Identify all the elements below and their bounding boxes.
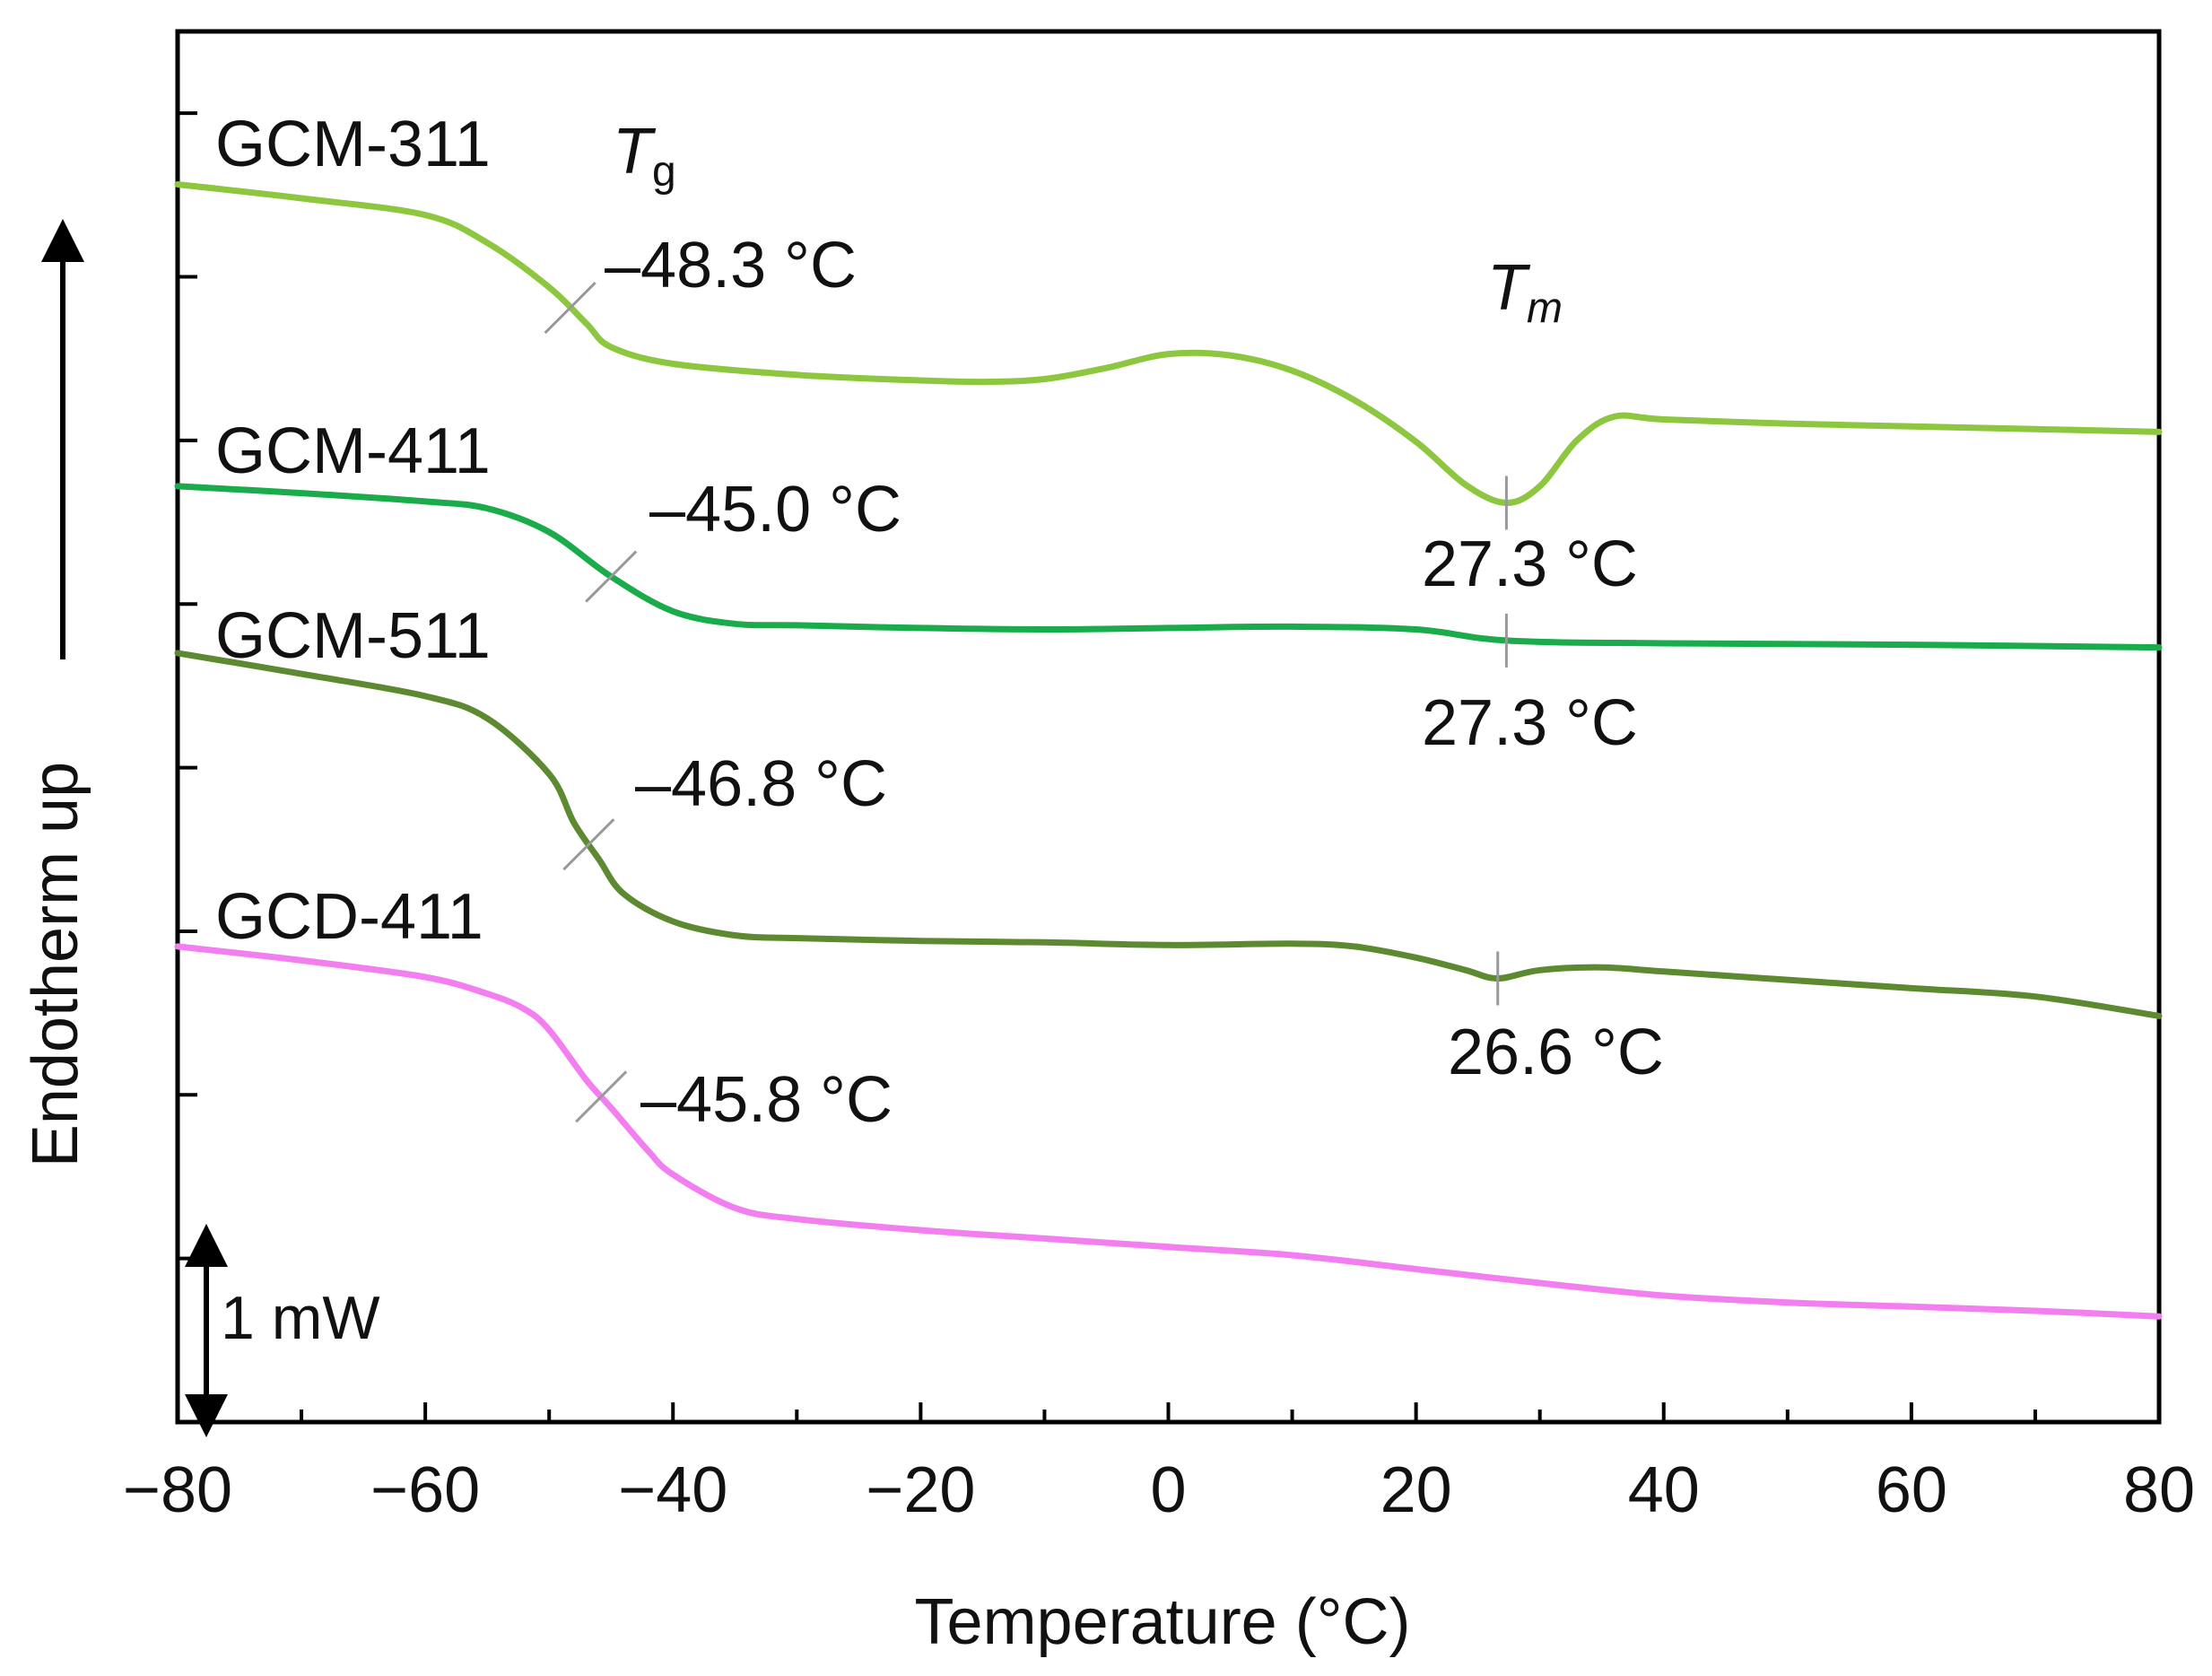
tg-symbol: T <box>613 116 657 188</box>
tg-marker <box>575 1070 628 1123</box>
x-tick-label: −80 <box>123 1454 232 1526</box>
tm-header: Tm <box>1487 252 1563 332</box>
x-tick-label: 60 <box>1876 1454 1947 1526</box>
y-axis-ticks <box>178 111 197 1261</box>
tg-marker <box>544 281 597 335</box>
series-line-gcd-411 <box>174 943 2163 1320</box>
tg-subscript: g <box>652 148 676 196</box>
plot-frame <box>175 29 2162 1425</box>
tg-label-gcm-411: –45.0 °C <box>649 474 901 546</box>
series-label-gcm-311: GCM-311 <box>215 109 491 180</box>
x-tick-label: 40 <box>1628 1454 1700 1526</box>
x-tick-label: −60 <box>370 1454 480 1526</box>
x-axis-title: Temperature (°C) <box>915 1586 1411 1658</box>
tg-label-gcd-411: –45.8 °C <box>640 1064 893 1136</box>
series-label-gcd-411: GCD-411 <box>215 881 483 953</box>
series-layer <box>174 181 2163 1320</box>
series-line-gcm-311 <box>174 181 2163 507</box>
tg-marker <box>562 818 615 871</box>
scale-bar-label: 1 mW <box>221 1284 380 1352</box>
tm-symbol: T <box>1487 252 1531 324</box>
transition-markers <box>544 281 1508 1123</box>
tm-label-gcm-511: 26.6 °C <box>1448 1017 1664 1088</box>
x-tick-label: −20 <box>866 1454 975 1526</box>
y-axis-title: Endotherm up <box>20 762 91 1167</box>
tg-label-gcm-511: –46.8 °C <box>635 748 887 820</box>
series-line-gcm-411 <box>174 483 2163 651</box>
tg-marker <box>585 550 638 603</box>
x-tick-label: 20 <box>1380 1454 1452 1526</box>
tm-subscript: m <box>1527 284 1563 332</box>
x-tick-label: −40 <box>618 1454 727 1526</box>
x-axis-ticks <box>176 1402 2161 1422</box>
series-label-gcm-411: GCM-411 <box>215 415 491 487</box>
tm-label-gcm-311: 27.3 °C <box>1422 528 1638 600</box>
tg-label-gcm-311: –48.3 °C <box>605 230 857 301</box>
x-tick-label: 0 <box>1150 1454 1186 1526</box>
tm-label-gcm-411: 27.3 °C <box>1422 687 1638 759</box>
tg-header: Tg <box>613 116 676 196</box>
series-line-gcm-511 <box>174 650 2163 1019</box>
x-axis-tick-labels: −80 −60 −40 −20 0 20 40 60 80 <box>123 1454 2195 1526</box>
x-tick-label: 80 <box>2123 1454 2195 1526</box>
series-label-gcm-511: GCM-511 <box>215 600 491 672</box>
